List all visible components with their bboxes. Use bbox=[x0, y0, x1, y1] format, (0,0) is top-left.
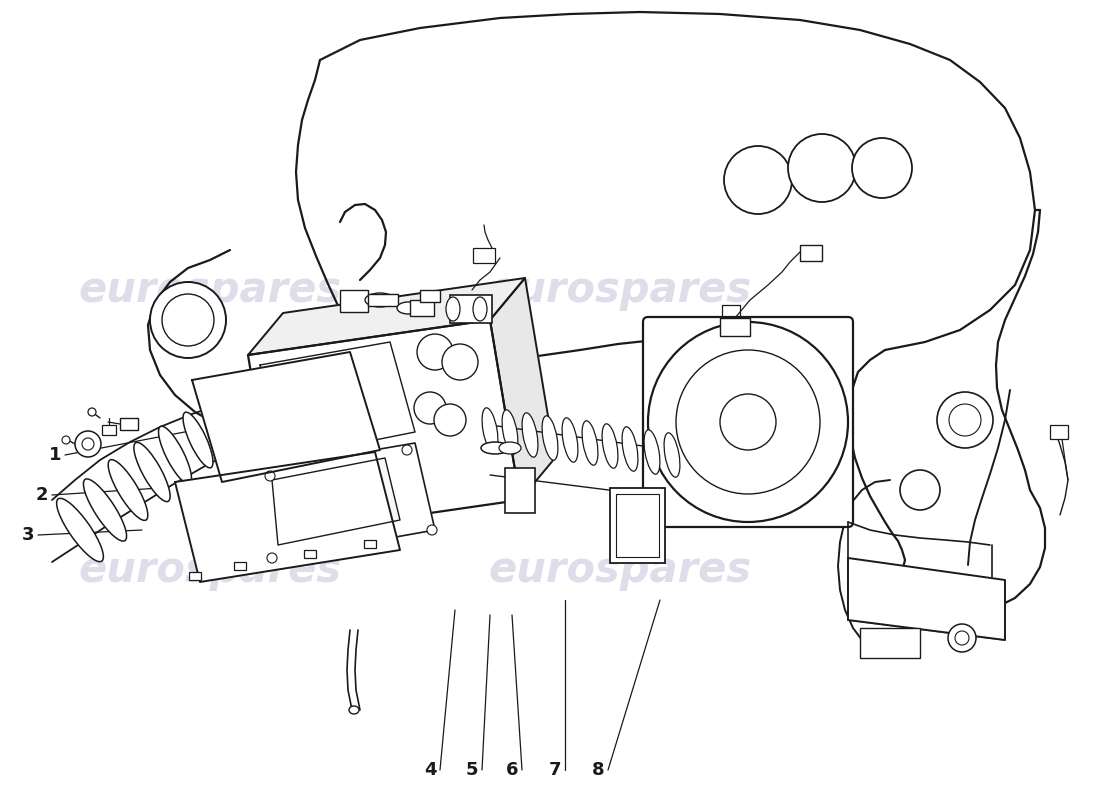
Bar bbox=[364, 540, 376, 548]
Ellipse shape bbox=[481, 442, 509, 454]
Polygon shape bbox=[490, 278, 556, 500]
Ellipse shape bbox=[365, 293, 395, 307]
Ellipse shape bbox=[183, 412, 213, 468]
Bar bbox=[720, 318, 750, 336]
Circle shape bbox=[955, 631, 969, 645]
Circle shape bbox=[88, 408, 96, 416]
Text: 8: 8 bbox=[592, 761, 604, 779]
Ellipse shape bbox=[664, 433, 680, 477]
Ellipse shape bbox=[397, 302, 419, 314]
Bar bbox=[102, 425, 116, 435]
Ellipse shape bbox=[602, 424, 618, 468]
Ellipse shape bbox=[349, 706, 359, 714]
Bar bbox=[368, 294, 398, 306]
Bar bbox=[420, 290, 440, 302]
Circle shape bbox=[648, 322, 848, 522]
Circle shape bbox=[900, 470, 940, 510]
Ellipse shape bbox=[158, 426, 191, 484]
Bar bbox=[189, 572, 201, 580]
Ellipse shape bbox=[473, 297, 487, 321]
Polygon shape bbox=[260, 342, 415, 458]
Circle shape bbox=[414, 392, 446, 424]
Bar bbox=[304, 550, 316, 558]
Text: eurospares: eurospares bbox=[78, 549, 342, 591]
Ellipse shape bbox=[207, 401, 233, 455]
Polygon shape bbox=[272, 458, 400, 545]
Ellipse shape bbox=[522, 413, 538, 457]
Ellipse shape bbox=[248, 390, 268, 440]
Circle shape bbox=[852, 138, 912, 198]
Ellipse shape bbox=[582, 421, 598, 465]
Text: eurospares: eurospares bbox=[488, 549, 751, 591]
Circle shape bbox=[949, 404, 981, 436]
Circle shape bbox=[788, 134, 856, 202]
Ellipse shape bbox=[542, 416, 558, 460]
Bar bbox=[450, 295, 492, 323]
Bar bbox=[800, 245, 822, 261]
Bar bbox=[860, 628, 920, 658]
Bar bbox=[120, 418, 138, 430]
Polygon shape bbox=[248, 320, 520, 535]
Text: 6: 6 bbox=[506, 761, 518, 779]
Text: 2: 2 bbox=[35, 486, 48, 504]
Ellipse shape bbox=[502, 410, 518, 454]
Circle shape bbox=[150, 282, 226, 358]
Ellipse shape bbox=[446, 297, 460, 321]
Polygon shape bbox=[258, 443, 434, 558]
Circle shape bbox=[676, 350, 820, 494]
Circle shape bbox=[948, 624, 976, 652]
Text: eurospares: eurospares bbox=[488, 269, 751, 311]
Circle shape bbox=[442, 344, 478, 380]
Circle shape bbox=[720, 394, 775, 450]
Bar bbox=[616, 494, 659, 557]
FancyBboxPatch shape bbox=[644, 317, 852, 527]
Circle shape bbox=[724, 146, 792, 214]
Ellipse shape bbox=[645, 430, 660, 474]
Bar bbox=[340, 290, 368, 312]
Ellipse shape bbox=[56, 498, 103, 562]
Circle shape bbox=[267, 553, 277, 563]
Circle shape bbox=[82, 438, 94, 450]
Ellipse shape bbox=[108, 459, 147, 521]
Circle shape bbox=[265, 471, 275, 481]
Ellipse shape bbox=[562, 418, 578, 462]
Circle shape bbox=[434, 404, 466, 436]
Polygon shape bbox=[175, 452, 400, 582]
Bar bbox=[1050, 425, 1068, 439]
Polygon shape bbox=[192, 352, 380, 482]
Bar bbox=[505, 468, 535, 513]
Text: 7: 7 bbox=[549, 761, 561, 779]
Ellipse shape bbox=[134, 442, 170, 502]
Text: eurospares: eurospares bbox=[78, 269, 342, 311]
Circle shape bbox=[937, 392, 993, 448]
Ellipse shape bbox=[228, 394, 252, 446]
Circle shape bbox=[402, 445, 412, 455]
Bar bbox=[410, 300, 435, 316]
Text: 4: 4 bbox=[424, 761, 437, 779]
Circle shape bbox=[427, 525, 437, 535]
Circle shape bbox=[417, 334, 453, 370]
Polygon shape bbox=[248, 278, 525, 355]
Ellipse shape bbox=[84, 479, 126, 541]
Circle shape bbox=[162, 294, 214, 346]
Bar bbox=[473, 248, 495, 263]
Circle shape bbox=[62, 436, 70, 444]
Text: 5: 5 bbox=[465, 761, 478, 779]
Bar bbox=[610, 488, 665, 563]
Text: 3: 3 bbox=[22, 526, 34, 544]
Text: 1: 1 bbox=[48, 446, 62, 464]
Circle shape bbox=[75, 431, 101, 457]
Polygon shape bbox=[848, 558, 1005, 640]
Ellipse shape bbox=[482, 408, 498, 452]
Bar bbox=[234, 562, 246, 570]
Ellipse shape bbox=[623, 427, 638, 471]
Ellipse shape bbox=[499, 442, 521, 454]
